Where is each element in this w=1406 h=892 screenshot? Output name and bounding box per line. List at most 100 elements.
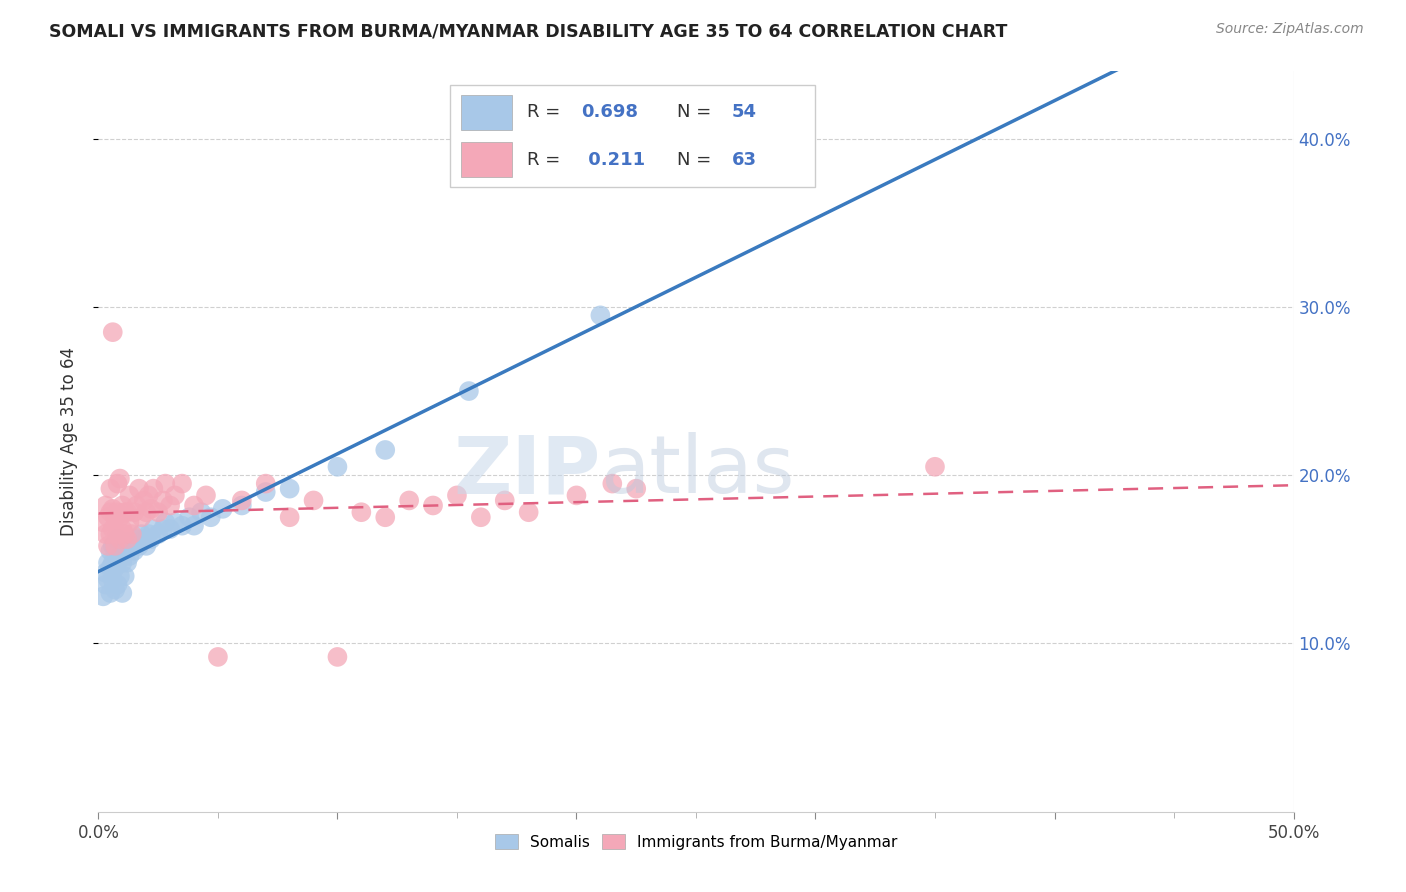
Point [278,510,301,524]
Point [104,539,127,553]
Point [138,527,160,541]
Point [131,510,153,524]
Point [128,482,150,496]
Point [326,459,349,474]
Point [139,532,162,546]
Point [98,544,122,558]
Point [183,499,205,513]
Point [163,488,186,502]
Point [94,527,117,541]
Point [148,505,170,519]
Point [159,522,181,536]
Point [108,471,131,485]
Legend: Somalis, Immigrants from Burma/Myanmar: Somalis, Immigrants from Burma/Myanmar [488,828,904,856]
Point [128,539,150,553]
Point [458,384,481,398]
Point [115,532,138,546]
Point [172,476,194,491]
FancyBboxPatch shape [461,95,512,130]
Point [155,476,177,491]
Point [114,544,136,558]
Point [97,573,120,587]
Point [302,493,325,508]
FancyBboxPatch shape [461,142,512,177]
Point [98,482,122,496]
Point [125,499,148,513]
Text: 0.211: 0.211 [582,151,644,169]
Point [131,527,153,541]
Text: SOMALI VS IMMIGRANTS FROM BURMA/MYANMAR DISABILITY AGE 35 TO 64 CORRELATION CHAR: SOMALI VS IMMIGRANTS FROM BURMA/MYANMAR … [49,22,1008,40]
Point [278,482,301,496]
Point [124,505,146,519]
Point [132,532,155,546]
Point [139,501,162,516]
Point [94,577,117,591]
Point [104,582,127,597]
Point [254,476,277,491]
Point [211,501,233,516]
Point [118,549,141,563]
Point [101,325,124,339]
Point [179,510,201,524]
Point [108,549,131,563]
Point [326,649,349,664]
Point [114,527,136,541]
Point [589,309,612,323]
Point [107,556,129,570]
Point [107,527,129,541]
Point [94,566,117,580]
Point [104,560,127,574]
Point [207,649,229,664]
Point [101,501,124,516]
Point [446,488,468,502]
Point [111,522,134,536]
Point [163,516,186,530]
Point [108,532,131,546]
Point [107,505,129,519]
Point [111,586,134,600]
Text: N =: N = [676,151,717,169]
Point [470,510,492,524]
Point [190,505,212,519]
Text: R =: R = [527,151,565,169]
Point [108,510,131,524]
Point [111,499,134,513]
Point [350,505,373,519]
Point [565,488,588,502]
Point [135,505,157,519]
Point [101,556,124,570]
Point [602,476,624,491]
Text: N =: N = [676,103,717,121]
Point [115,505,138,519]
Point [97,539,120,553]
Point [152,522,174,536]
Point [494,493,516,508]
Point [91,516,114,530]
Text: 54: 54 [731,103,756,121]
Point [231,493,253,508]
Point [97,510,120,524]
Point [101,573,124,587]
Point [98,586,122,600]
Point [172,518,194,533]
Point [138,488,160,502]
Point [91,590,114,604]
Point [118,516,141,530]
Point [254,485,277,500]
Point [101,522,124,536]
Point [107,532,129,546]
Point [142,522,165,536]
Point [200,510,222,524]
Point [107,577,129,591]
Point [94,499,117,513]
Point [125,532,148,546]
Point [135,539,157,553]
Point [98,560,122,574]
Point [195,488,218,502]
Point [101,539,124,553]
Point [104,539,127,553]
Point [398,493,420,508]
Point [98,527,122,541]
Point [152,493,174,508]
Point [121,539,143,553]
